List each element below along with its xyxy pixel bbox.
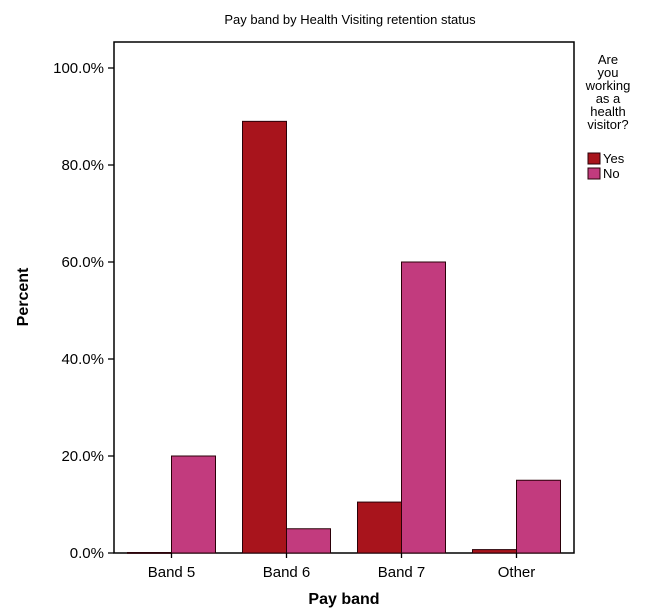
legend-swatch-no [587, 167, 601, 180]
x-tick-label: Band 5 [148, 564, 196, 581]
y-tick-label: 100.0% [53, 60, 104, 77]
y-tick-label: 80.0% [61, 157, 104, 174]
y-tick-label: 20.0% [61, 448, 104, 465]
y-tick-label: 0.0% [70, 545, 104, 562]
legend-label-yes: Yes [603, 151, 625, 166]
y-tick-label: 40.0% [61, 351, 104, 368]
bar-yes-band-6 [242, 120, 287, 554]
legend-title-line: visitor? [587, 117, 628, 132]
legend-label-no: No [603, 166, 620, 181]
legend-title-line: working [585, 78, 631, 93]
bar-yes-other [472, 549, 517, 554]
y-axis: 0.0% 20.0% 40.0% 60.0% 80.0% 100.0% [53, 60, 114, 562]
legend-swatch-yes [587, 152, 601, 165]
legend-title-line: you [598, 65, 619, 80]
bar-no-band-6 [286, 528, 331, 554]
bar-no-other [516, 479, 561, 554]
x-axis-title: Pay band [308, 591, 379, 608]
bar-no-band-5 [171, 455, 216, 554]
x-axis: Band 5 Band 6 Band 7 Other [148, 553, 536, 581]
bar-yes-band-5 [127, 552, 172, 554]
legend-title-line: health [590, 104, 625, 119]
bar-no-band-7 [401, 261, 446, 554]
x-tick-label: Band 7 [378, 564, 426, 581]
bars [127, 120, 561, 554]
x-tick-label: Other [498, 564, 536, 581]
chart-title: Pay band by Health Visiting retention st… [224, 12, 476, 27]
legend-title-line: Are [598, 52, 618, 67]
x-tick-label: Band 6 [263, 564, 311, 581]
y-axis-title: Percent [15, 267, 32, 326]
legend-title-line: as a [596, 91, 621, 106]
y-tick-label: 60.0% [61, 254, 104, 271]
bar-yes-band-7 [357, 501, 402, 554]
